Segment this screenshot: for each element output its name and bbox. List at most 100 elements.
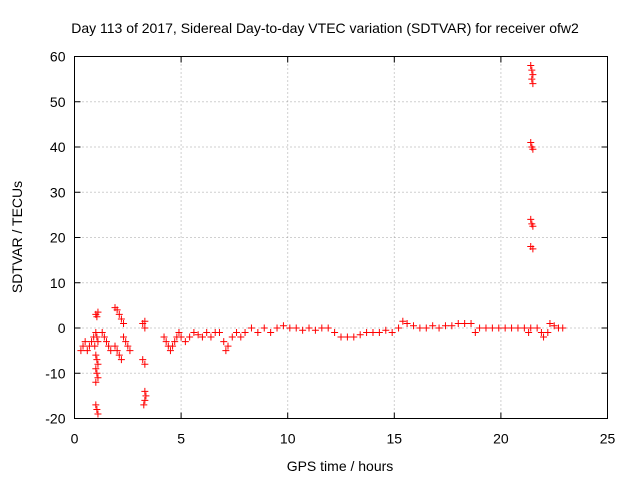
data-point [508, 324, 516, 332]
y-tick-label: -10 [45, 365, 65, 381]
x-tick-label: 10 [280, 431, 296, 447]
data-point [194, 331, 202, 339]
data-point [160, 333, 168, 341]
y-axis-ticks: -20 -10 0 10 20 30 40 50 60 [45, 49, 608, 427]
data-point [395, 324, 403, 332]
data-point [93, 356, 101, 364]
data-point [111, 342, 119, 350]
data-point [98, 329, 106, 337]
data-point [454, 319, 462, 327]
data-point [350, 333, 358, 341]
x-axis-ticks: 0 5 10 15 20 25 [71, 56, 616, 447]
data-point [429, 322, 437, 330]
data-point [435, 324, 443, 332]
data-point [224, 342, 232, 350]
data-point [260, 324, 268, 332]
data-point [286, 324, 294, 332]
data-point [399, 317, 407, 325]
data-point [115, 310, 123, 318]
data-point [343, 333, 351, 341]
x-tick-label: 5 [177, 431, 185, 447]
data-point [107, 347, 115, 355]
data-point [83, 347, 91, 355]
data-point [93, 333, 101, 341]
data-point [92, 351, 100, 359]
data-point [292, 324, 300, 332]
data-point [94, 308, 102, 316]
data-point [171, 338, 179, 346]
data-point [141, 317, 149, 325]
data-point [529, 80, 537, 88]
plot-frame [74, 56, 608, 419]
data-point [337, 333, 345, 341]
data-point [186, 333, 194, 341]
data-point [476, 324, 484, 332]
data-point [233, 329, 241, 337]
x-tick-label: 15 [387, 431, 403, 447]
data-point [331, 329, 339, 337]
data-point [120, 333, 128, 341]
data-point [318, 324, 326, 332]
data-point [220, 338, 228, 346]
data-point [92, 401, 100, 409]
data-point [169, 342, 177, 350]
data-point [113, 347, 121, 355]
data-point [403, 319, 411, 327]
grid-lines [74, 56, 608, 419]
data-point [117, 356, 125, 364]
data-point [93, 313, 101, 321]
data-point [166, 347, 174, 355]
data-points [77, 62, 567, 418]
data-point [122, 338, 130, 346]
data-point [139, 356, 147, 364]
data-point [241, 329, 249, 337]
data-point [540, 333, 548, 341]
data-point [247, 324, 255, 332]
data-point [79, 342, 87, 350]
data-point [537, 329, 545, 337]
data-point [93, 369, 101, 377]
data-point [369, 329, 377, 337]
data-point [356, 331, 364, 339]
data-point [181, 338, 189, 346]
data-point [546, 319, 554, 327]
y-tick-label: 50 [50, 94, 66, 110]
data-point [273, 324, 281, 332]
data-point [126, 347, 134, 355]
data-point [529, 145, 537, 153]
data-point [559, 324, 567, 332]
data-point [467, 319, 475, 327]
data-point [120, 319, 128, 327]
x-tick-label: 20 [493, 431, 509, 447]
data-point [203, 329, 211, 337]
data-point [363, 329, 371, 337]
data-point [113, 306, 121, 314]
data-point [488, 324, 496, 332]
data-point [92, 365, 100, 373]
data-point [527, 215, 535, 223]
data-point [448, 322, 456, 330]
data-point [527, 62, 535, 70]
data-point [267, 329, 275, 337]
data-point [388, 329, 396, 337]
y-tick-label: 10 [50, 275, 66, 291]
data-point [141, 387, 149, 395]
data-point [102, 338, 110, 346]
data-point [495, 324, 503, 332]
data-point [544, 329, 552, 337]
data-point [382, 326, 390, 334]
x-tick-label: 25 [600, 431, 616, 447]
data-point [94, 410, 102, 418]
data-point [422, 324, 430, 332]
y-tick-label: 30 [50, 184, 66, 200]
data-point [409, 322, 417, 330]
data-point [77, 347, 85, 355]
chart-title: Day 113 of 2017, Sidereal Day-to-day VTE… [71, 20, 579, 36]
data-point [117, 315, 125, 323]
data-point [141, 396, 149, 404]
data-point [533, 324, 541, 332]
data-point [311, 326, 319, 334]
y-tick-label: 40 [50, 139, 66, 155]
data-point [92, 329, 100, 337]
